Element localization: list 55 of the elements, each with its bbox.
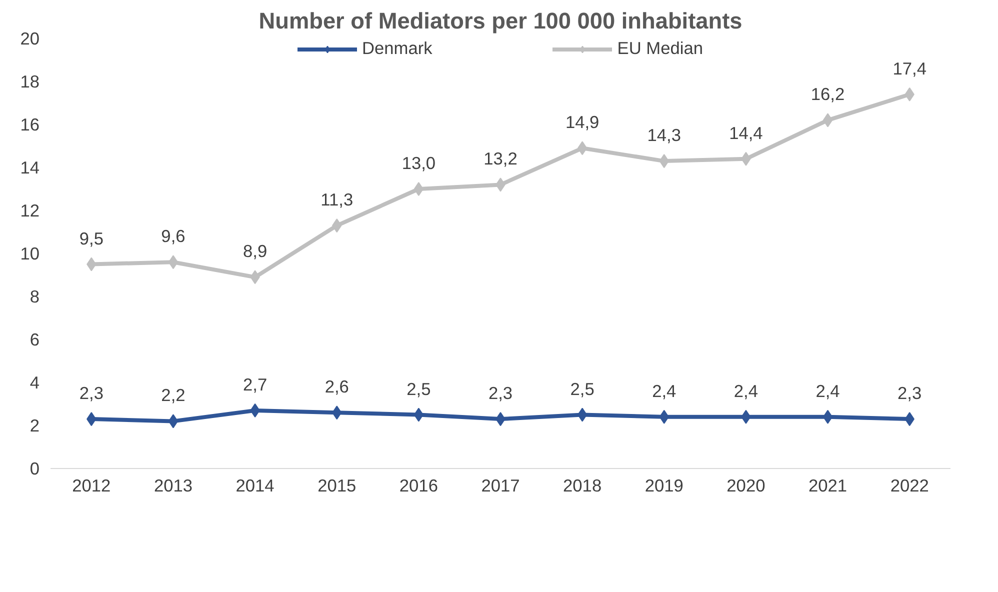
data-label: 2,5 <box>570 378 594 399</box>
x-tick-label: 2015 <box>318 476 356 496</box>
y-tick-label: 12 <box>20 200 40 220</box>
data-label: 2,5 <box>406 378 431 399</box>
y-tick-label: 0 <box>30 458 40 478</box>
data-label: 2,6 <box>324 376 349 397</box>
x-tick-label: 2018 <box>563 476 602 496</box>
data-label: 9,6 <box>161 226 186 246</box>
legend-label: Denmark <box>362 38 432 59</box>
point <box>168 255 178 270</box>
y-tick-label: 2 <box>30 416 40 436</box>
y-tick-label: 20 <box>20 28 40 48</box>
x-tick-label: 2019 <box>644 476 684 496</box>
data-label: 8,9 <box>243 241 268 262</box>
data-label: 11,3 <box>320 190 354 210</box>
x-tick-label: 2022 <box>890 476 929 496</box>
data-label: 2,4 <box>734 380 758 401</box>
point <box>168 414 178 428</box>
x-tick-label: 2012 <box>72 476 111 496</box>
data-label: 14,3 <box>647 125 682 146</box>
x-tick-label: 2013 <box>154 476 193 496</box>
data-label: 2,3 <box>79 383 104 404</box>
data-label: 13,0 <box>402 153 436 173</box>
x-tick-label: 2017 <box>481 476 520 496</box>
point <box>822 410 833 424</box>
chart-title: Number of Mediators per 100 000 inhabitants <box>258 8 742 34</box>
x-tick-label: 2016 <box>399 476 438 496</box>
point <box>414 182 424 196</box>
data-label: 14,9 <box>565 112 600 132</box>
data-label: 14,4 <box>729 122 764 143</box>
point <box>414 408 424 422</box>
data-label: 2,7 <box>243 374 268 394</box>
y-tick-label: 8 <box>30 286 40 306</box>
data-label: 16,2 <box>810 84 845 104</box>
y-tick-label: 18 <box>20 72 40 92</box>
y-tick-label: 10 <box>20 244 40 264</box>
data-label: 13,2 <box>484 148 518 169</box>
x-tick-label: 2021 <box>808 476 848 496</box>
data-label: 2,3 <box>898 383 922 404</box>
data-label: 17,4 <box>892 58 927 78</box>
point <box>577 408 588 422</box>
y-tick-label: 16 <box>20 114 40 134</box>
data-label: 9,5 <box>79 228 104 248</box>
y-tick-label: 6 <box>30 330 40 350</box>
data-label: 2,4 <box>816 380 840 401</box>
x-tick-label: 2014 <box>236 476 275 496</box>
x-tick-label: 2020 <box>726 476 766 496</box>
legend-label: EU Median <box>617 38 704 59</box>
y-tick-label: 4 <box>30 372 40 392</box>
data-label: 2,2 <box>161 385 186 406</box>
y-tick-label: 14 <box>20 158 40 178</box>
data-label: 2,3 <box>488 383 513 404</box>
point <box>822 113 833 128</box>
point <box>577 141 588 156</box>
data-label: 2,4 <box>652 380 677 401</box>
